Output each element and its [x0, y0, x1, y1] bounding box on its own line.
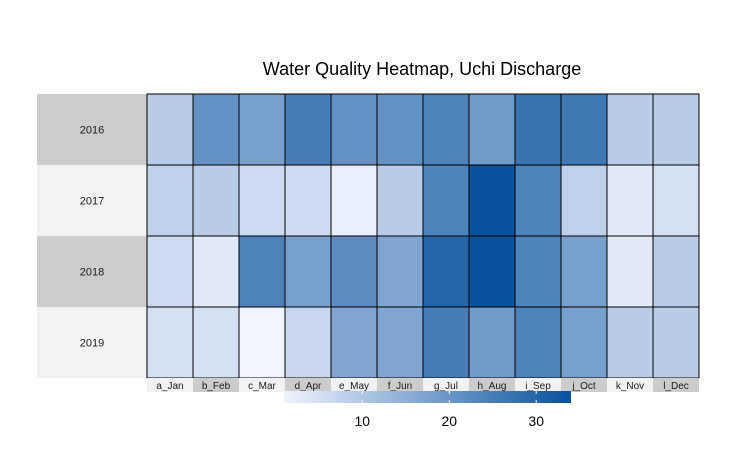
- heatmap-cell: [560, 93, 608, 166]
- column-label: b_Feb: [202, 381, 231, 392]
- column-strips: a_Jan b_Feb c_Mar d_Apr e_May f_Jun g_Jul h_Aug…: [147, 378, 699, 392]
- heatmap-cell: [468, 164, 516, 237]
- heatmap-cell: [284, 306, 332, 379]
- heatmap-cell: [606, 235, 654, 308]
- chart-title: Water Quality Heatmap, Uchi Discharge: [263, 59, 581, 79]
- heatmap-cell: [560, 164, 608, 237]
- heatmap-cell: [284, 235, 332, 308]
- column-label: c_Mar: [248, 381, 276, 392]
- heatmap-cell: [606, 164, 654, 237]
- heatmap-cell: [468, 235, 516, 308]
- column-label: f_Jun: [388, 381, 412, 392]
- heatmap-cell: [238, 235, 286, 308]
- heatmap-cell: [146, 93, 194, 166]
- heatmap-cell: [652, 235, 700, 308]
- heatmap-cell: [146, 235, 194, 308]
- row-strip: [37, 94, 147, 165]
- row-label: 2018: [80, 267, 104, 279]
- heatmap-cell: [192, 306, 240, 379]
- heatmap-cell: [376, 93, 424, 166]
- heatmap-cells: [146, 93, 700, 379]
- row-label: 2016: [80, 125, 104, 137]
- heatmap-cell: [606, 93, 654, 166]
- heatmap-cell: [652, 93, 700, 166]
- row-label: 2017: [80, 196, 104, 208]
- column-label: j_Oct: [571, 381, 596, 392]
- heatmap-cell: [238, 306, 286, 379]
- column-label: i_Sep: [525, 381, 551, 392]
- column-strip: [561, 378, 607, 392]
- heatmap-cell: [514, 164, 562, 237]
- heatmap-cell: [284, 164, 332, 237]
- column-label: h_Aug: [478, 381, 507, 392]
- legend-colorbar: [284, 391, 571, 403]
- legend-tick-label: 10: [354, 413, 370, 429]
- legend-ticks: 10 20 30: [354, 391, 544, 429]
- heatmap-cell: [514, 235, 562, 308]
- column-strip: [331, 378, 377, 392]
- heatmap-cell: [560, 235, 608, 308]
- color-legend: 10 20 30: [284, 391, 571, 429]
- column-label: a_Jan: [156, 381, 183, 392]
- column-strip: [193, 378, 239, 392]
- column-strip: [377, 378, 423, 392]
- column-strip: [239, 378, 285, 392]
- legend-tick-label: 20: [441, 413, 457, 429]
- heatmap-cell: [514, 306, 562, 379]
- heatmap-cell: [192, 164, 240, 237]
- heatmap-cell: [330, 306, 378, 379]
- column-strip: [653, 378, 699, 392]
- column-strip: [423, 378, 469, 392]
- row-strip: [37, 307, 147, 378]
- row-strip: [37, 165, 147, 236]
- column-strip: [515, 378, 561, 392]
- column-strip: [469, 378, 515, 392]
- heatmap-cell: [192, 93, 240, 166]
- legend-tick-label: 30: [528, 413, 544, 429]
- heatmap-cell: [652, 306, 700, 379]
- heatmap-cell: [146, 164, 194, 237]
- row-strips: 2016 2017 2018 2019: [37, 94, 147, 378]
- heatmap-cell: [422, 164, 470, 237]
- heatmap-cell: [468, 93, 516, 166]
- heatmap-cell: [468, 306, 516, 379]
- heatmap-cell: [652, 164, 700, 237]
- row-strip: [37, 236, 147, 307]
- heatmap-cell: [192, 235, 240, 308]
- heatmap-cell: [330, 93, 378, 166]
- heatmap-cell: [422, 235, 470, 308]
- column-label: e_May: [339, 381, 369, 392]
- heatmap-cell: [376, 235, 424, 308]
- column-strip: [147, 378, 193, 392]
- heatmap-cell: [376, 306, 424, 379]
- heatmap-cell: [560, 306, 608, 379]
- column-label: l_Dec: [663, 381, 689, 392]
- column-label: d_Apr: [295, 381, 322, 392]
- heatmap-cell: [606, 306, 654, 379]
- heatmap-cell: [238, 164, 286, 237]
- heatmap-cell: [330, 164, 378, 237]
- heatmap-cell: [238, 93, 286, 166]
- heatmap-cell: [284, 93, 332, 166]
- column-strip: [607, 378, 653, 392]
- heatmap-cell: [376, 164, 424, 237]
- row-label: 2019: [80, 338, 104, 350]
- column-label: g_Jul: [434, 381, 458, 392]
- heatmap-cell: [514, 93, 562, 166]
- column-label: k_Nov: [616, 381, 644, 392]
- heatmap-cell: [330, 235, 378, 308]
- heatmap-cell: [146, 306, 194, 379]
- heatmap-cell: [422, 93, 470, 166]
- heatmap-cell: [422, 306, 470, 379]
- column-strip: [285, 378, 331, 392]
